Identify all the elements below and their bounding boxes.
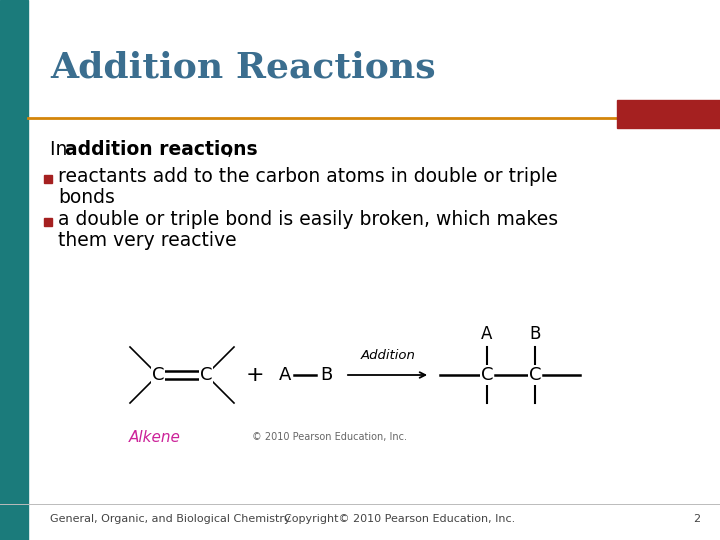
- Text: Addition Reactions: Addition Reactions: [50, 51, 436, 85]
- Text: B: B: [320, 366, 332, 384]
- Bar: [44, 218, 52, 226]
- Text: In: In: [50, 140, 73, 159]
- Text: © 2010 Pearson Education, Inc.: © 2010 Pearson Education, Inc.: [253, 432, 408, 442]
- Text: Addition: Addition: [361, 349, 415, 362]
- Text: addition reactions: addition reactions: [65, 140, 258, 159]
- Text: Alkene: Alkene: [129, 430, 181, 445]
- Text: bonds: bonds: [58, 188, 115, 207]
- Text: General, Organic, and Biological Chemistry: General, Organic, and Biological Chemist…: [50, 514, 291, 524]
- Text: A: A: [481, 325, 492, 343]
- Text: a double or triple bond is easily broken, which makes: a double or triple bond is easily broken…: [58, 210, 558, 229]
- Text: ,: ,: [226, 140, 232, 159]
- Text: Copyright© 2010 Pearson Education, Inc.: Copyright© 2010 Pearson Education, Inc.: [284, 514, 516, 524]
- Bar: [0, 0, 28, 540]
- Text: C: C: [199, 366, 212, 384]
- Bar: [44, 175, 52, 183]
- Text: A: A: [279, 366, 291, 384]
- Text: them very reactive: them very reactive: [58, 231, 237, 250]
- Bar: [617, 100, 720, 128]
- Text: B: B: [529, 325, 541, 343]
- Text: C: C: [528, 366, 541, 384]
- Text: C: C: [152, 366, 164, 384]
- Text: +: +: [246, 365, 264, 385]
- Text: 2: 2: [693, 514, 700, 524]
- Text: reactants add to the carbon atoms in double or triple: reactants add to the carbon atoms in dou…: [58, 167, 557, 186]
- Text: C: C: [481, 366, 493, 384]
